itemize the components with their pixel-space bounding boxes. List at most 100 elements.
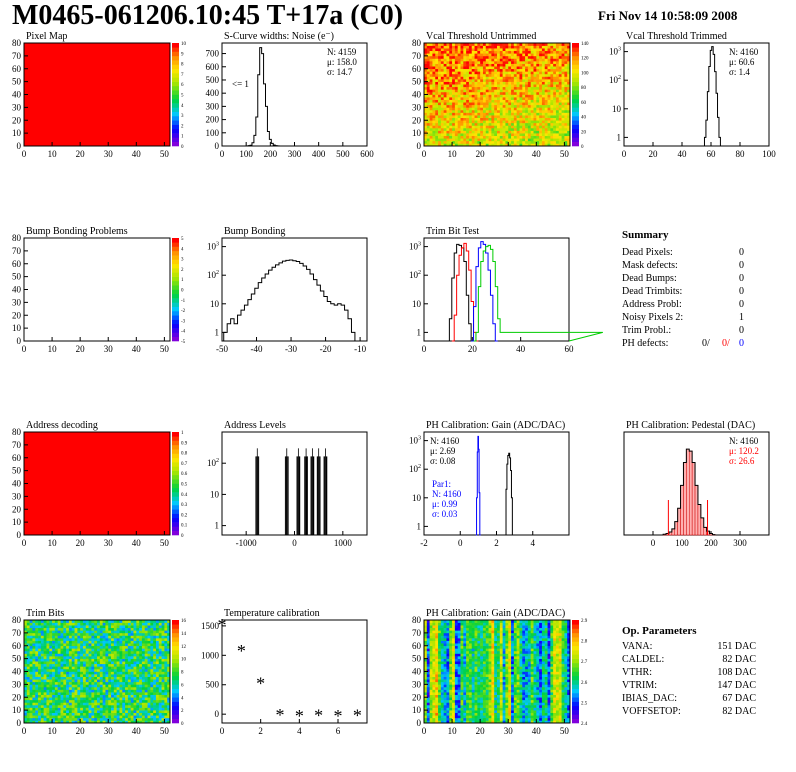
heatmap-cell xyxy=(438,104,442,108)
heatmap-cell xyxy=(482,68,487,72)
heatmap-cell xyxy=(440,115,444,118)
heatmap-cell xyxy=(446,45,450,49)
heatmap-cell xyxy=(144,720,148,724)
heatmap-cell xyxy=(561,61,565,64)
heatmap-cell xyxy=(555,112,560,116)
heatmap-cell xyxy=(519,53,523,57)
heatmap-cell xyxy=(463,133,467,137)
heatmap-cell xyxy=(141,630,146,634)
heatmap-cell xyxy=(533,81,537,85)
heatmap-cell xyxy=(94,648,98,652)
heatmap-cell xyxy=(482,63,487,67)
heatmap-cell xyxy=(127,640,131,644)
heatmap-cell xyxy=(424,122,428,126)
heatmap-cell xyxy=(488,715,492,719)
x-tick-label: 300 xyxy=(288,149,302,159)
heatmap-cell xyxy=(139,676,143,680)
heatmap-cell xyxy=(561,104,565,108)
heatmap-cell xyxy=(474,68,478,72)
heatmap-cell xyxy=(35,697,39,701)
heatmap-cell xyxy=(485,125,489,129)
heatmap-cell xyxy=(147,668,151,672)
heatmap-cell xyxy=(91,635,95,639)
heatmap-cell xyxy=(68,632,73,636)
heatmap-cell xyxy=(499,81,503,85)
heatmap-cell xyxy=(82,702,87,706)
heatmap-cell xyxy=(88,720,92,724)
heatmap-cell xyxy=(71,650,75,654)
heatmap-cell xyxy=(502,133,506,137)
heatmap-cell xyxy=(491,71,495,75)
heatmap-cell xyxy=(435,53,439,57)
heatmap-cell xyxy=(443,127,447,131)
heatmap-cell xyxy=(88,702,92,706)
heatmap-cell xyxy=(24,694,28,698)
heatmap-cell xyxy=(497,81,501,85)
heatmap-cell xyxy=(463,86,467,90)
heatmap-cell xyxy=(424,63,428,67)
heatmap-cell xyxy=(511,715,515,719)
heatmap-cell xyxy=(471,66,475,70)
heatmap-cell xyxy=(144,632,148,636)
heatmap-cell xyxy=(516,43,520,46)
heatmap-cell xyxy=(463,76,467,80)
heatmap-cell xyxy=(443,45,447,49)
heatmap-cell xyxy=(122,650,126,654)
heatmap-cell xyxy=(147,658,151,662)
heatmap-cell xyxy=(499,143,503,147)
heatmap-cell xyxy=(29,707,33,711)
heatmap-cell xyxy=(494,127,498,131)
heatmap-cell xyxy=(161,635,165,639)
heatmap-cell xyxy=(74,648,78,652)
heatmap-cell xyxy=(133,720,137,724)
heatmap-cell xyxy=(99,692,103,695)
heatmap-cell xyxy=(485,720,489,724)
heatmap-cell xyxy=(113,720,117,724)
heatmap-cell xyxy=(454,102,458,106)
heatmap-cell xyxy=(468,143,473,147)
heatmap-cell xyxy=(46,699,50,703)
heatmap-cell xyxy=(133,707,137,711)
heatmap-cell xyxy=(525,122,529,126)
heatmap-cell xyxy=(474,117,478,121)
heatmap-cell xyxy=(567,109,571,113)
heatmap-cell xyxy=(438,99,442,103)
heatmap-cell xyxy=(119,671,123,675)
heatmap-cell xyxy=(536,68,540,72)
heatmap-cell xyxy=(38,627,42,631)
heatmap-cell xyxy=(158,625,162,629)
heatmap-cell xyxy=(474,138,478,142)
heatmap-cell xyxy=(158,704,162,708)
heatmap-cell xyxy=(460,120,464,124)
heatmap-cell xyxy=(130,622,134,626)
heatmap-cell xyxy=(497,135,501,139)
heatmap-cell xyxy=(66,640,70,644)
heatmap-cell xyxy=(468,127,473,131)
heatmap-cell xyxy=(508,135,512,139)
x-tick-label: 40 xyxy=(532,149,542,159)
heatmap-cell xyxy=(440,102,444,106)
heatmap-cell xyxy=(494,48,498,52)
heatmap-cell xyxy=(99,632,103,636)
heatmap-cell xyxy=(460,94,464,98)
heatmap-cell xyxy=(480,48,484,52)
heatmap-cell xyxy=(164,679,168,683)
heatmap-cell xyxy=(471,122,475,126)
heatmap-cell xyxy=(158,650,162,654)
colorbar-segment xyxy=(172,680,179,685)
heatmap-cell xyxy=(122,643,126,647)
heatmap-cell xyxy=(32,702,36,706)
colorbar-segment xyxy=(172,60,179,65)
heatmap-cell xyxy=(454,127,458,131)
heatmap-cell xyxy=(60,712,64,716)
heatmap-cell xyxy=(426,122,430,126)
heatmap-cell xyxy=(460,43,464,46)
heatmap-cell xyxy=(46,692,50,695)
heatmap-cell xyxy=(527,63,531,67)
heatmap-cell xyxy=(141,650,146,654)
heatmap-cell xyxy=(26,692,30,695)
heatmap-cell xyxy=(167,661,171,665)
heatmap-cell xyxy=(46,627,50,631)
heatmap-cell xyxy=(424,104,428,108)
heatmap-cell xyxy=(147,689,151,693)
